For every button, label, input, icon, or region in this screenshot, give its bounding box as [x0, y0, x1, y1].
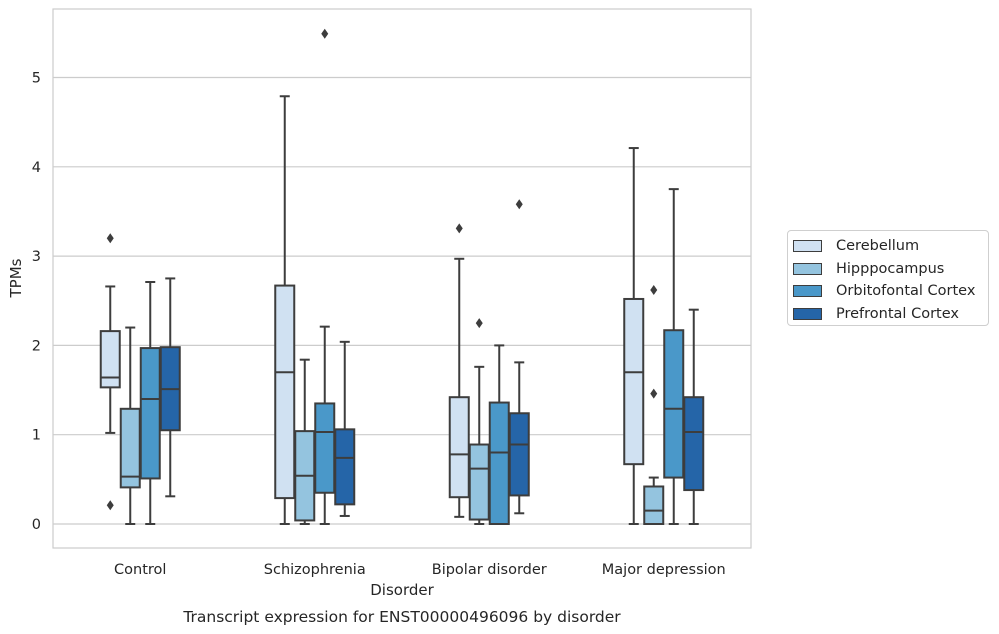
box-orbitofontal-cortex-2 [488, 344, 510, 525]
box-prefrontal-cortex-3 [683, 308, 705, 525]
box-iqr [448, 396, 470, 499]
outlier-point [106, 233, 114, 244]
x-tick-label: Major depression [602, 562, 726, 578]
outlier-point [650, 388, 658, 399]
legend-label: Orbitofontal Cortex [836, 283, 976, 300]
x-tick-label: Bipolar disorder [432, 562, 547, 578]
box-prefrontal-cortex-2 [508, 199, 530, 515]
legend: Cerebellum Hipppocampus Orbitofontal Corte… [787, 230, 989, 326]
legend-swatch [793, 307, 822, 320]
legend-swatch [793, 262, 822, 275]
legend-item: Cerebellum [793, 235, 988, 258]
box-iqr [314, 402, 336, 494]
box-hipppocampus-0 [119, 326, 141, 525]
outlier-point [650, 285, 658, 296]
box-cerebellum-0 [99, 233, 121, 511]
legend-label: Cerebellum [836, 238, 920, 255]
outlier-point [106, 500, 114, 511]
outlier-point [515, 199, 523, 210]
y-axis-label: TPMs [7, 258, 25, 298]
box-prefrontal-cortex-1 [334, 340, 356, 517]
legend-swatch [793, 240, 822, 253]
outlier-point [475, 318, 483, 329]
box-cerebellum-1 [274, 95, 296, 525]
y-tick-label: 3 [32, 249, 41, 265]
x-tick-labels: Control Schizophrenia Bipolar disorder Majo… [114, 562, 726, 578]
box-iqr [683, 396, 705, 492]
box-cerebellum-3 [623, 147, 645, 525]
box-hipppocampus-2 [468, 318, 490, 525]
box-cerebellum-2 [448, 223, 470, 518]
box-iqr [508, 412, 530, 497]
legend-label: Prefrontal Cortex [836, 305, 959, 322]
chart-title: Transcript expression for ENST0000049609… [182, 608, 621, 626]
y-tick-labels: 0 1 2 3 4 5 [32, 71, 41, 534]
box-iqr [119, 407, 141, 489]
box-iqr [623, 297, 645, 466]
outlier-point [455, 223, 463, 234]
y-tick-label: 2 [32, 338, 41, 354]
box-orbitofontal-cortex-3 [663, 188, 685, 525]
box-iqr [663, 329, 685, 479]
box-hipppocampus-1 [294, 358, 316, 525]
box-iqr [139, 347, 161, 480]
y-tick-label: 0 [32, 517, 41, 533]
outlier-point [321, 28, 329, 39]
box-iqr [468, 443, 490, 521]
box-iqr [99, 330, 121, 389]
legend-swatch [793, 285, 822, 298]
box-series [99, 28, 705, 525]
y-tick-label: 4 [32, 160, 41, 176]
x-axis-label: Disorder [370, 581, 434, 599]
box-orbitofontal-cortex-0 [139, 280, 161, 525]
box-iqr [643, 485, 665, 525]
legend-item: Hipppocampus [793, 258, 988, 281]
legend-label: Hipppocampus [836, 260, 945, 277]
y-tick-label: 5 [32, 71, 41, 87]
y-tick-label: 1 [32, 428, 41, 444]
x-tick-label: Schizophrenia [264, 562, 366, 578]
box-iqr [488, 401, 510, 525]
x-tick-label: Control [114, 562, 166, 578]
box-iqr [334, 428, 356, 506]
box-iqr [274, 284, 296, 500]
legend-item: Prefrontal Cortex [793, 303, 988, 326]
box-hipppocampus-3 [643, 285, 665, 525]
plot-frame [52, 8, 752, 549]
box-prefrontal-cortex-0 [159, 277, 181, 498]
box-orbitofontal-cortex-1 [314, 28, 336, 525]
legend-item: Orbitofontal Cortex [793, 280, 988, 303]
